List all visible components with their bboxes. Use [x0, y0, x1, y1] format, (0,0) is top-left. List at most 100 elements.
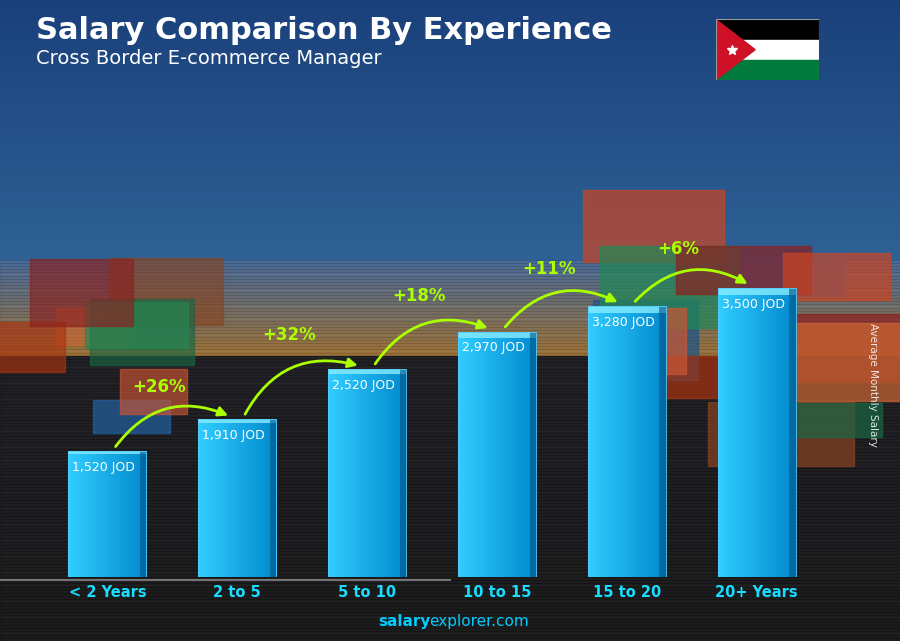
Bar	[0, 356, 900, 359]
Bar	[0, 478, 900, 481]
Bar	[0, 19, 900, 22]
Bar	[90, 299, 194, 365]
Bar	[0, 253, 900, 256]
Bar	[590, 306, 592, 577]
Bar	[68, 451, 147, 577]
Bar	[349, 369, 352, 577]
Bar	[394, 369, 397, 577]
Bar	[789, 288, 796, 577]
Bar	[608, 306, 609, 577]
Bar	[90, 451, 92, 577]
Bar	[375, 369, 377, 577]
Bar	[0, 179, 900, 183]
Bar	[0, 333, 900, 337]
Bar	[93, 401, 170, 433]
Bar	[475, 331, 478, 577]
Bar	[0, 228, 900, 231]
Bar	[84, 451, 86, 577]
Bar	[102, 451, 104, 577]
Bar	[0, 247, 900, 250]
Bar	[774, 288, 777, 577]
Bar	[603, 306, 606, 577]
Bar	[611, 306, 614, 577]
Bar	[0, 372, 900, 375]
Bar	[198, 419, 201, 577]
Bar	[530, 331, 533, 577]
Bar	[615, 306, 617, 577]
Bar	[369, 369, 372, 577]
Bar	[0, 526, 900, 529]
Bar	[0, 349, 900, 353]
Bar	[251, 419, 253, 577]
Bar	[0, 593, 900, 596]
Bar	[751, 288, 753, 577]
Bar	[0, 240, 900, 244]
Bar	[745, 288, 747, 577]
Bar	[379, 369, 381, 577]
Bar	[613, 306, 616, 577]
Bar	[462, 331, 464, 577]
Bar	[0, 266, 900, 269]
Bar	[0, 212, 900, 215]
Bar	[491, 331, 493, 577]
Bar	[137, 451, 139, 577]
Bar	[654, 306, 656, 577]
Bar	[0, 353, 900, 356]
Bar	[528, 331, 530, 577]
Bar	[644, 306, 646, 577]
Bar	[0, 471, 900, 474]
Bar	[529, 331, 535, 577]
Bar	[507, 331, 509, 577]
Bar	[0, 42, 900, 45]
Bar	[142, 451, 145, 577]
Bar	[741, 288, 743, 577]
Bar	[0, 141, 900, 144]
Bar	[601, 306, 604, 577]
Bar	[0, 173, 900, 176]
Bar	[198, 419, 276, 577]
Bar	[505, 331, 507, 577]
Bar	[0, 410, 900, 413]
Bar	[766, 288, 769, 577]
Bar	[117, 451, 120, 577]
Bar	[0, 128, 900, 131]
Bar	[123, 451, 125, 577]
Bar	[720, 288, 722, 577]
Bar	[592, 300, 698, 379]
Bar	[759, 288, 760, 577]
Bar	[204, 419, 206, 577]
Bar	[598, 306, 600, 577]
Bar	[588, 306, 666, 313]
Bar	[599, 246, 739, 328]
Bar	[0, 625, 900, 628]
Bar	[0, 337, 900, 340]
Bar	[0, 135, 900, 138]
Bar	[230, 419, 232, 577]
Bar	[270, 419, 273, 577]
Bar	[0, 426, 900, 429]
Bar	[0, 484, 900, 487]
Bar	[400, 369, 402, 577]
Text: Salary Comparison By Experience: Salary Comparison By Experience	[36, 16, 612, 45]
Bar	[0, 196, 900, 199]
Bar	[534, 331, 536, 577]
Bar	[78, 451, 80, 577]
Bar	[0, 320, 900, 324]
Bar	[0, 279, 900, 282]
Text: 3,500 JOD: 3,500 JOD	[722, 297, 785, 311]
Bar	[382, 369, 385, 577]
Bar	[0, 61, 900, 64]
Bar	[0, 529, 900, 532]
Bar	[517, 331, 518, 577]
Bar	[256, 419, 259, 577]
Bar	[760, 288, 763, 577]
Bar	[92, 451, 94, 577]
Bar	[769, 403, 882, 437]
Bar	[396, 369, 399, 577]
Bar	[0, 48, 900, 51]
Bar	[0, 545, 900, 548]
Bar	[371, 369, 373, 577]
Bar	[0, 330, 900, 333]
Bar	[249, 419, 251, 577]
Bar	[0, 163, 900, 167]
